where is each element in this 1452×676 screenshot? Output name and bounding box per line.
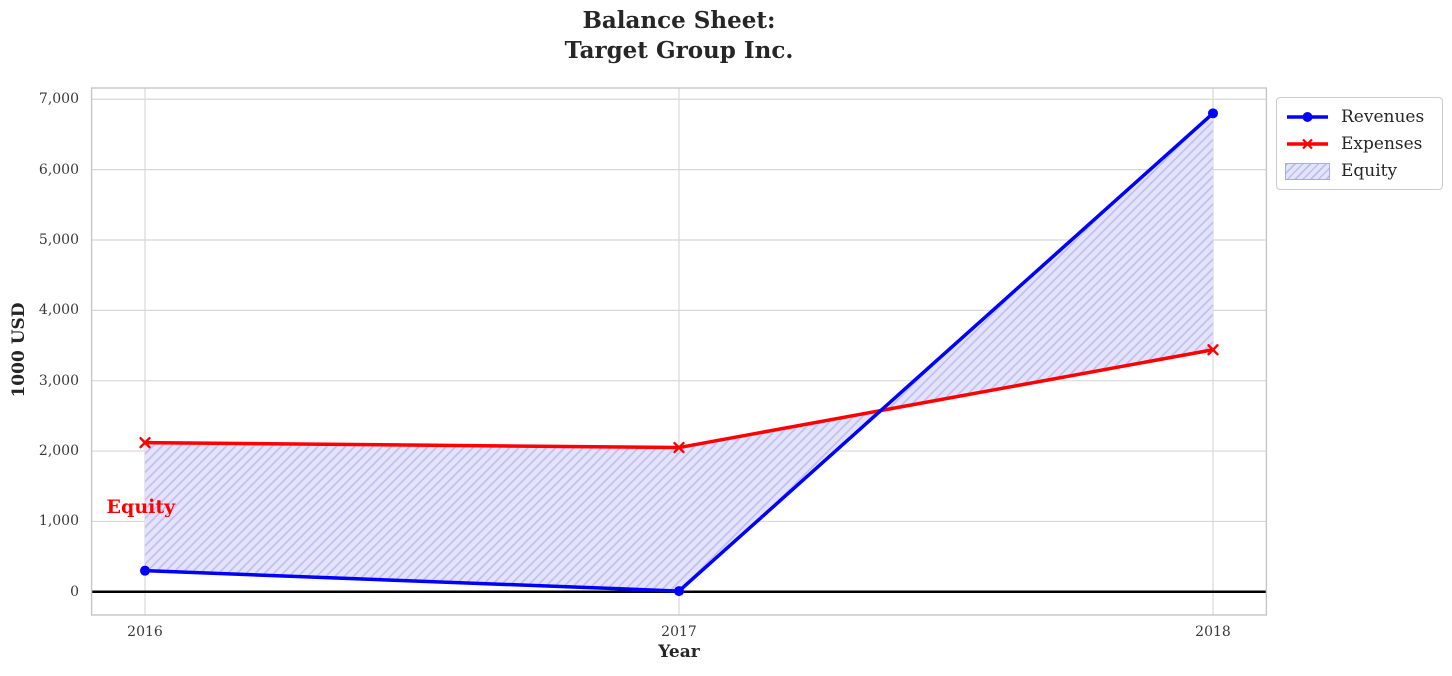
x-tick-label: 2017: [661, 624, 697, 640]
legend-item-equity: Equity: [1285, 157, 1434, 184]
revenues-line-icon: [1287, 111, 1328, 122]
chart-title-line-2: Target Group Inc.: [564, 37, 794, 64]
y-tick-label: 4,000: [38, 302, 79, 319]
y-tick-label: 2,000: [38, 443, 79, 460]
y-tick-label: 6,000: [38, 161, 79, 178]
legend: Revenues Expenses Equity: [1276, 97, 1443, 190]
y-tick-label: 5,000: [38, 231, 79, 248]
legend-label-revenues: Revenues: [1341, 106, 1425, 127]
chart-title-line-1: Balance Sheet:: [582, 7, 776, 34]
x-tick-label: 2018: [1195, 624, 1231, 640]
equity-annotation: Equity: [106, 496, 176, 519]
legend-label-expenses: Expenses: [1341, 133, 1423, 154]
y-tick-label: 0: [70, 583, 79, 600]
equity-area-icon: [1285, 162, 1330, 180]
x-tick-label: 2016: [127, 624, 163, 640]
legend-label-equity: Equity: [1341, 160, 1398, 181]
expenses-line-icon: [1287, 138, 1328, 149]
y-tick-label: 1,000: [38, 513, 79, 530]
legend-item-expenses: Expenses: [1285, 130, 1434, 157]
legend-item-revenues: Revenues: [1285, 103, 1434, 130]
y-tick-label: 3,000: [38, 372, 79, 389]
x-axis-label: Year: [658, 642, 700, 662]
y-tick-label: 7,000: [38, 91, 79, 108]
chart-title: Balance Sheet: Target Group Inc.: [0, 6, 1358, 66]
